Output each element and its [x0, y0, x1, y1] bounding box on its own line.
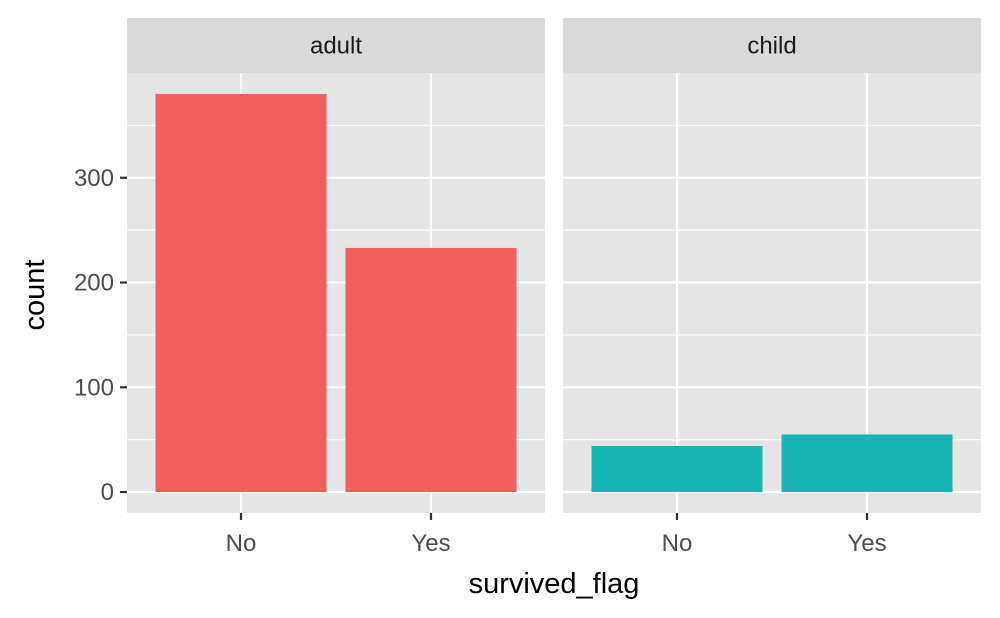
y-axis: 0 100 200 300 [74, 165, 127, 506]
x-tick-label-yes: Yes [847, 530, 886, 557]
y-tick-label: 200 [74, 270, 114, 297]
y-tick-label: 300 [74, 165, 114, 192]
bar-adult-no [155, 93, 327, 493]
facet-panels: adult child [127, 18, 981, 513]
x-tick-label-no: No [226, 530, 257, 557]
x-axis-title: survived_flag [469, 568, 640, 600]
bar-adult-yes [345, 247, 517, 493]
x-tick-label-yes: Yes [411, 530, 450, 557]
strip-label-adult: adult [310, 33, 362, 60]
strip-adult-background [127, 18, 545, 73]
strip-child-background [563, 18, 981, 73]
x-tick-label-no: No [662, 530, 693, 557]
y-axis-title: count [19, 260, 51, 331]
panel-adult: adult [127, 18, 545, 513]
strip-label-child: child [747, 33, 796, 60]
y-tick-label: 0 [101, 479, 114, 506]
panel-child: child [563, 18, 981, 513]
y-tick-label: 100 [74, 374, 114, 401]
bar-child-no [591, 445, 763, 493]
x-axis: No Yes No Yes [226, 513, 887, 557]
bar-child-yes [781, 434, 953, 493]
